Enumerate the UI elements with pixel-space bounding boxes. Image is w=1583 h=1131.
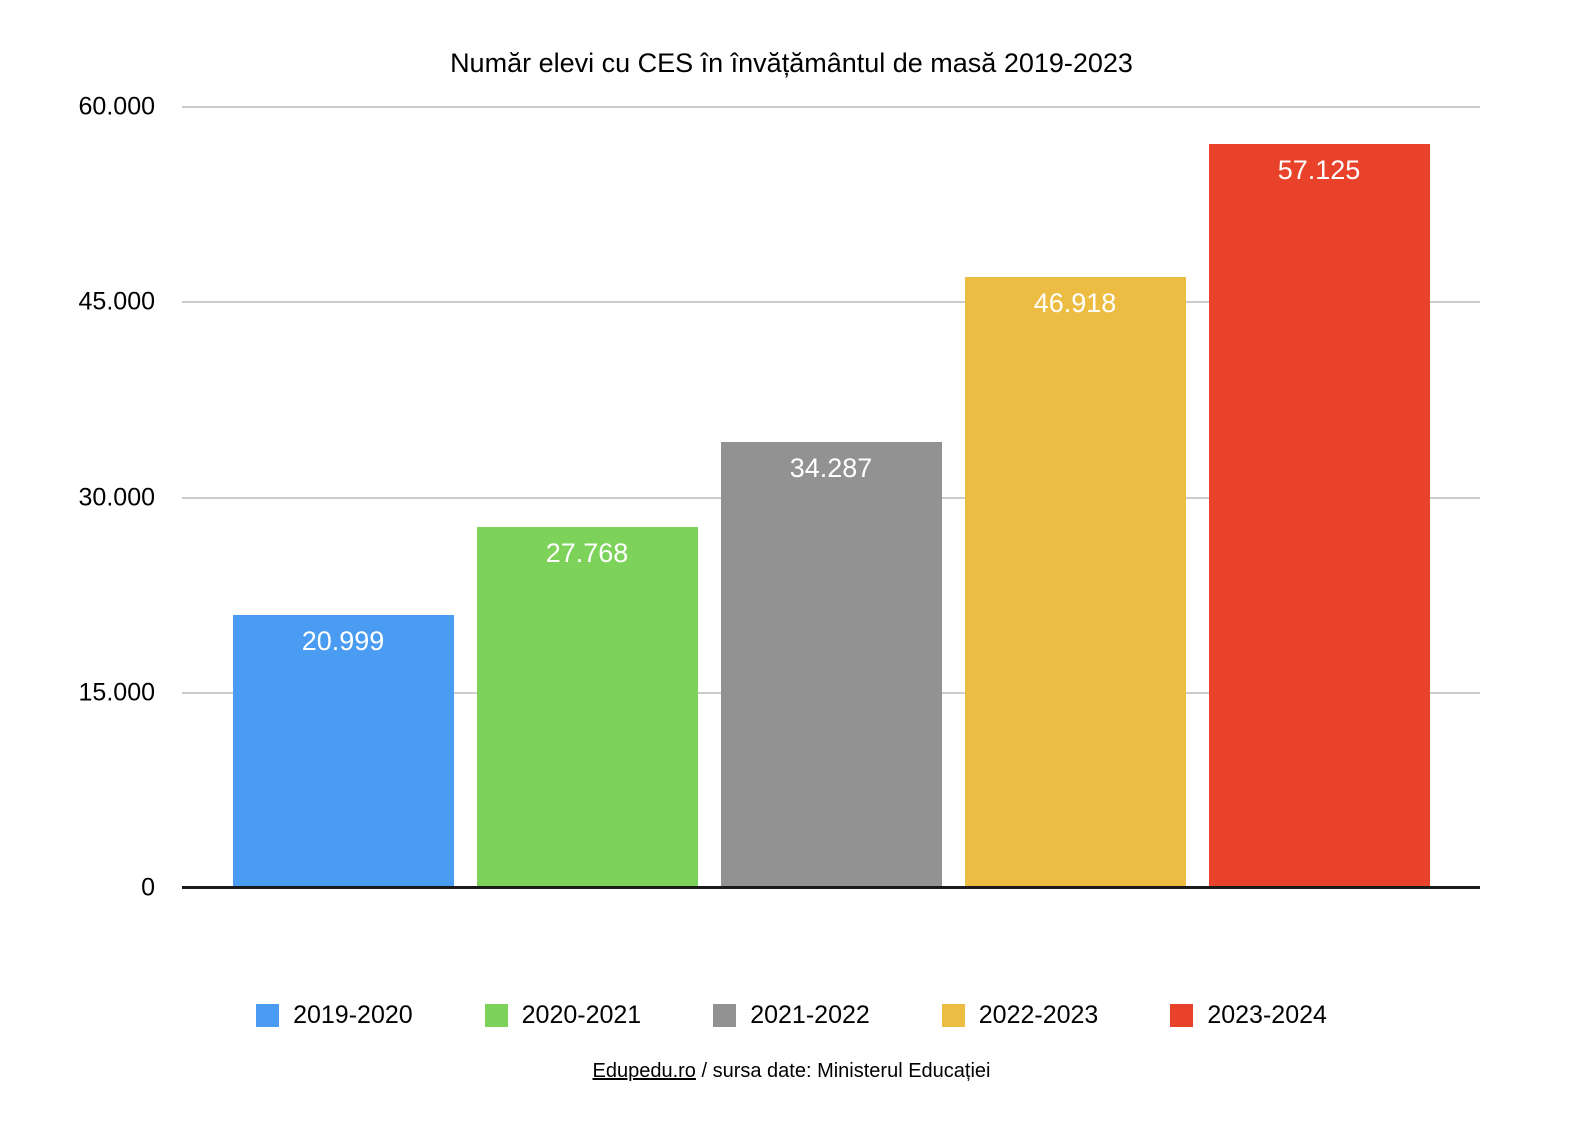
bar-value-label: 46.918 xyxy=(1033,288,1117,319)
legend-label: 2022-2023 xyxy=(978,1001,1099,1029)
bar-value-label: 20.999 xyxy=(301,625,385,656)
legend-label: 2019-2020 xyxy=(293,1001,413,1029)
legend-item-2021-2022: 2021-2022 xyxy=(713,1001,870,1030)
legend: 2019-2020 2020-2021 2021-2022 2022-2023 2023… xyxy=(0,1001,1583,1030)
y-tick-label: 15.000 xyxy=(78,678,155,707)
legend-item-2020-2021: 2020-2021 xyxy=(484,1001,642,1030)
legend-item-2023-2024: 2023-2024 xyxy=(1170,1001,1327,1030)
legend-swatch xyxy=(484,1004,508,1027)
legend-swatch xyxy=(1170,1004,1194,1027)
legend-swatch xyxy=(713,1004,737,1027)
bar-value-label: 57.125 xyxy=(1277,155,1361,186)
y-tick-label: 60.000 xyxy=(78,92,155,121)
y-tick-label: 30.000 xyxy=(78,483,155,511)
y-tick-label: 45.000 xyxy=(78,287,155,316)
chart-title: Număr elevi cu CES în învățământul de ma… xyxy=(450,48,1133,78)
gridline xyxy=(182,301,1480,304)
legend-label: 2023-2024 xyxy=(1207,1001,1327,1029)
plot-area: 0 15.000 30.000 45.000 60.000 20.999 27.768 34… xyxy=(79,93,1480,902)
bar-2021-2022: 34.287 xyxy=(720,441,942,888)
legend-swatch xyxy=(256,1004,280,1027)
bar-2019-2020: 20.999 xyxy=(232,614,454,888)
bars-container: 20.999 27.768 34.287 46.918 57.125 xyxy=(182,107,1480,888)
bar-value-label: 34.287 xyxy=(789,452,873,483)
bar-value-label: 27.768 xyxy=(545,537,629,568)
legend-swatch xyxy=(941,1004,965,1027)
footer-caption: Edupedu.ro / sursa date: Ministerul Educ… xyxy=(0,1060,1583,1083)
gridline xyxy=(182,106,1480,108)
edupedu-link[interactable]: Edupedu.ro xyxy=(592,1060,696,1082)
bar-2022-2023: 46.918 xyxy=(964,277,1186,888)
bar-2020-2021: 27.768 xyxy=(476,526,698,888)
legend-label: 2020-2021 xyxy=(521,1001,642,1029)
legend-item-2019-2020: 2019-2020 xyxy=(256,1001,413,1030)
bar-2023-2024: 57.125 xyxy=(1208,144,1430,888)
legend-item-2022-2023: 2022-2023 xyxy=(941,1001,1099,1030)
legend-label: 2021-2022 xyxy=(750,1001,870,1029)
x-axis-line xyxy=(182,886,1480,889)
footer-source-text: / sursa date: Ministerul Educației xyxy=(695,1060,991,1082)
y-tick-label: 0 xyxy=(141,873,155,902)
